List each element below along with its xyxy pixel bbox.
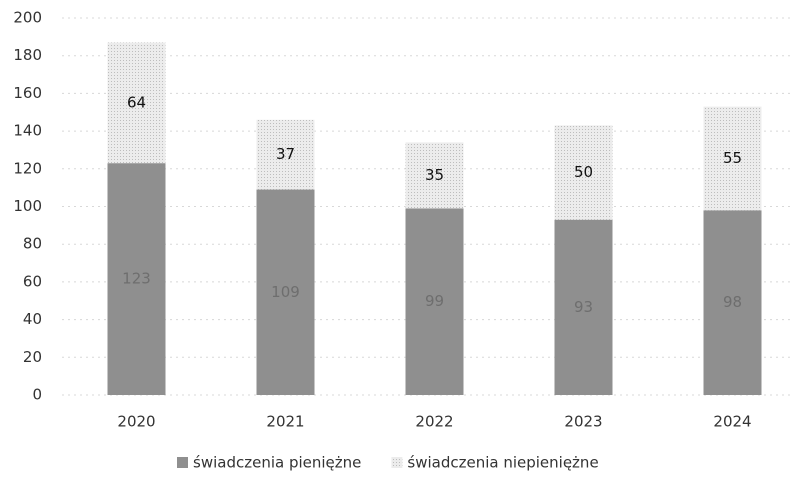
x-tick-label: 2020 xyxy=(117,413,155,431)
data-label: 50 xyxy=(574,163,593,181)
data-label: 93 xyxy=(574,298,593,316)
y-tick-label: 100 xyxy=(13,197,42,215)
bar-segment xyxy=(107,42,166,164)
x-tick-label: 2024 xyxy=(713,413,751,431)
legend-label: świadczenia niepieniężne xyxy=(407,454,598,472)
bar-segment xyxy=(107,163,166,395)
bar-segment xyxy=(405,208,464,395)
bar-segment xyxy=(554,125,613,220)
y-tick-label: 40 xyxy=(23,310,42,328)
data-label: 55 xyxy=(723,149,742,167)
bar-segment xyxy=(256,189,315,395)
y-tick-label: 0 xyxy=(32,386,42,404)
data-label: 37 xyxy=(276,145,295,163)
legend-swatch xyxy=(391,457,403,468)
bar-segment xyxy=(554,219,613,395)
data-label: 98 xyxy=(723,293,742,311)
bar-segment xyxy=(256,119,315,190)
y-tick-label: 140 xyxy=(13,122,42,140)
legend-swatch xyxy=(177,457,188,468)
legend-label: świadczenia pieniężne xyxy=(193,454,361,472)
data-label: 123 xyxy=(122,270,151,288)
y-tick-label: 120 xyxy=(13,159,42,177)
y-tick-label: 20 xyxy=(23,348,42,366)
y-tick-label: 200 xyxy=(13,9,42,27)
x-tick-label: 2023 xyxy=(564,413,602,431)
bar-segment xyxy=(703,210,762,395)
y-tick-label: 80 xyxy=(23,235,42,253)
data-label: 99 xyxy=(425,292,444,310)
y-tick-label: 60 xyxy=(23,272,42,290)
x-tick-label: 2022 xyxy=(415,413,453,431)
y-tick-label: 160 xyxy=(13,84,42,102)
data-label: 35 xyxy=(425,166,444,184)
y-tick-label: 180 xyxy=(13,46,42,64)
x-tick-label: 2021 xyxy=(266,413,304,431)
bar-segment xyxy=(405,142,464,209)
bar-segment xyxy=(703,106,762,211)
data-label: 64 xyxy=(127,93,146,111)
data-label: 109 xyxy=(271,283,300,301)
